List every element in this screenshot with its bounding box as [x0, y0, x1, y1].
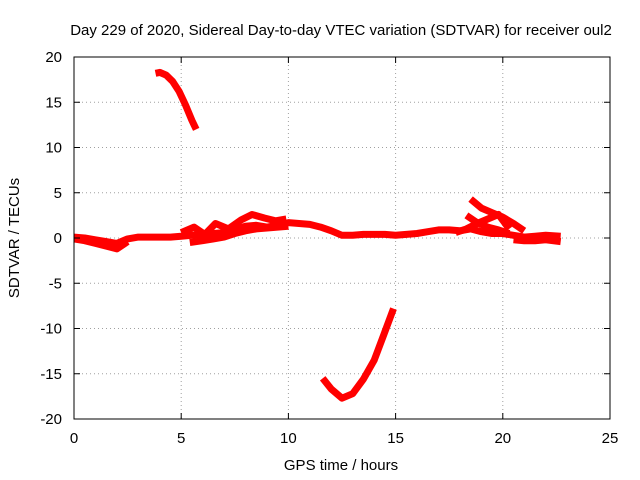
y-axis-label: SDTVAR / TECUs	[6, 178, 23, 298]
data-series	[73, 68, 562, 402]
y-tick-label: 20	[45, 49, 62, 66]
chart-title: Day 229 of 2020, Sidereal Day-to-day VTE…	[70, 22, 612, 39]
y-tick-label: -5	[49, 275, 62, 292]
y-tick-label: 0	[54, 230, 62, 247]
y-tick-label: -20	[40, 411, 62, 428]
x-tick-label: 10	[280, 430, 297, 447]
x-tick-label: 15	[387, 430, 404, 447]
x-tick-label: 25	[602, 430, 619, 447]
series-main-band	[73, 219, 561, 247]
series-arc-top-left	[154, 68, 200, 131]
series-lower-band	[73, 235, 130, 253]
x-tick-label: 20	[494, 430, 511, 447]
x-tick-label: 0	[70, 430, 78, 447]
y-tick-label: 15	[45, 94, 62, 111]
y-tick-label: 5	[54, 185, 62, 202]
x-axis-label: GPS time / hours	[284, 457, 398, 474]
series-tail-band	[513, 236, 562, 246]
y-tick-label: 10	[45, 140, 62, 157]
series-mid-arc-lower	[189, 222, 289, 246]
series-mid-arc-upper	[179, 211, 287, 238]
x-tick-labels: 0 5 10 15 20 25	[70, 430, 619, 447]
x-tick-label: 5	[177, 430, 185, 447]
y-tick-labels: -20 -15 -10 -5 0 5 10 15 20	[40, 49, 62, 428]
series-arc-bottom	[319, 307, 397, 402]
y-tick-label: -15	[40, 366, 62, 383]
axis-ticks	[73, 56, 611, 420]
series-late-crossing-a	[464, 212, 511, 237]
y-tick-label: -10	[40, 321, 62, 338]
series-late-crossing-b	[454, 211, 513, 236]
